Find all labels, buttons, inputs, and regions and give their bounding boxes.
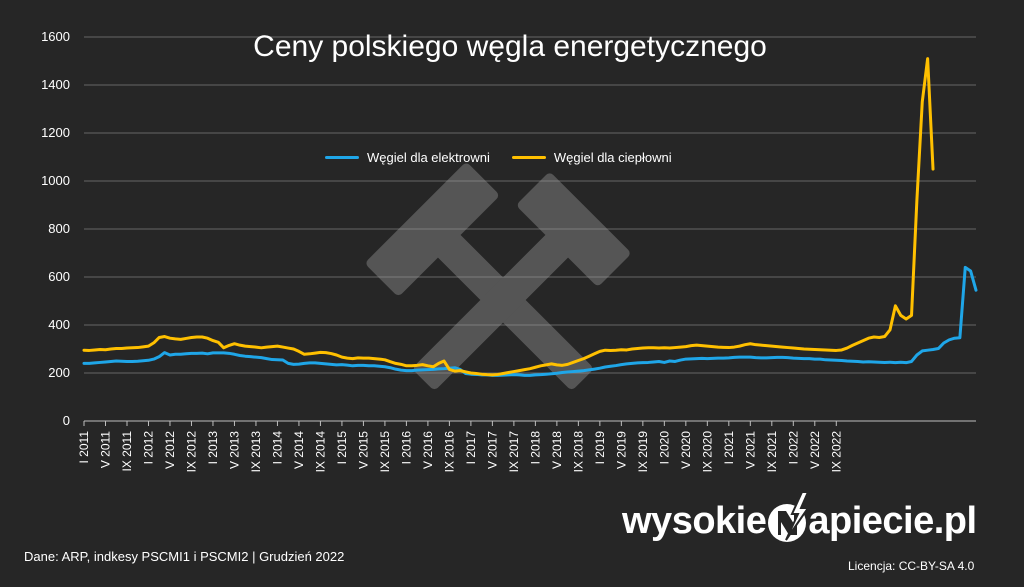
x-tick-label: V 2018 [550,431,564,469]
x-tick-label: I 2012 [141,431,155,465]
x-tick-label: I 2014 [270,431,284,465]
x-tick-label: IX 2020 [700,431,714,473]
x-tick-label: I 2013 [206,431,220,465]
gridlines [84,36,976,422]
x-tick-label: V 2019 [614,431,628,469]
x-tick-label: V 2015 [356,431,370,469]
x-tick-label: IX 2014 [313,431,327,473]
x-tick-label: I 2017 [464,431,478,465]
y-tick-label: 1600 [41,29,70,44]
chart-title: Ceny polskiego węgla energetycznego [253,30,767,63]
legend-item-elektrownie: Węgiel dla elektrowni [325,150,490,165]
y-tick-label: 400 [48,317,70,332]
x-tick-label: V 2013 [227,431,241,469]
x-tick-label: IX 2022 [829,431,843,473]
lightning-n-icon [768,491,811,542]
x-tick-label: I 2020 [657,431,671,465]
x-tick-label: V 2014 [292,431,306,469]
series-line-cieplownie [82,57,935,377]
x-tick-label: IX 2016 [442,431,456,473]
source-note: Dane: ARP, indkesy PSCMI1 i PSCMI2 | Gru… [24,549,345,564]
y-tick-label: 1000 [41,173,70,188]
legend-label-cieplownie: Węgiel dla ciepłowni [553,150,672,165]
x-tick-label: V 2016 [421,431,435,469]
x-tick-label: V 2020 [679,431,693,469]
x-tick-label: V 2022 [808,431,822,469]
y-tick-label: 1200 [41,125,70,140]
x-tick-label: I 2018 [528,431,542,465]
x-tick-label: I 2016 [399,431,413,465]
legend-label-elektrownie: Węgiel dla elektrowni [367,150,490,165]
x-tick-label: I 2019 [593,431,607,465]
brand-text-right: apiecie.pl [808,499,977,542]
x-tick-label: I 2011 [77,431,91,464]
x-tick-label: IX 2018 [571,431,585,473]
x-tick-label: I 2015 [335,431,349,465]
brand-text-left: wysokie [622,499,767,542]
y-tick-label: 200 [48,365,70,380]
y-tick-label: 1400 [41,77,70,92]
y-axis-ticks: 0 200 400 600 800 1000 1200 1400 1600 [41,29,70,428]
x-tick-label: IX 2013 [249,431,263,473]
x-tick-label: V 2021 [743,431,757,469]
x-tick-label: I 2021 [722,431,736,465]
x-tick-label: I 2022 [786,431,800,465]
x-axis-ticks: I 2011 V 2011 IX 2011 I 2012 V 2012 IX 2012 I … [77,421,843,472]
x-tick-label: V 2011 [98,431,112,468]
x-tick-label: IX 2011 [120,431,134,472]
y-tick-label: 0 [63,413,70,428]
x-tick-label: IX 2021 [765,431,779,473]
x-tick-label: V 2017 [485,431,499,469]
x-tick-label: IX 2019 [636,431,650,473]
brand-logo: wysokie apiecie.pl [622,490,977,552]
legend-item-cieplownie: Węgiel dla ciepłowni [511,150,672,165]
x-tick-label: IX 2015 [378,431,392,473]
legend-swatch-cieplownie [511,156,546,159]
license-note: Licencja: CC-BY-SA 4.0 [848,559,975,573]
x-tick-label: IX 2017 [507,431,521,473]
series-line-elektrownie [82,265,978,377]
legend-swatch-elektrownie [325,156,359,159]
series-lines [82,57,978,377]
legend: Węgiel dla elektrowni Węgiel dla ciepłow… [325,150,672,165]
x-tick-label: IX 2012 [184,431,198,473]
hammer-and-pick-icon [366,163,630,390]
x-tick-label: V 2012 [163,431,177,469]
y-tick-label: 800 [48,221,70,236]
y-tick-label: 600 [48,269,70,284]
